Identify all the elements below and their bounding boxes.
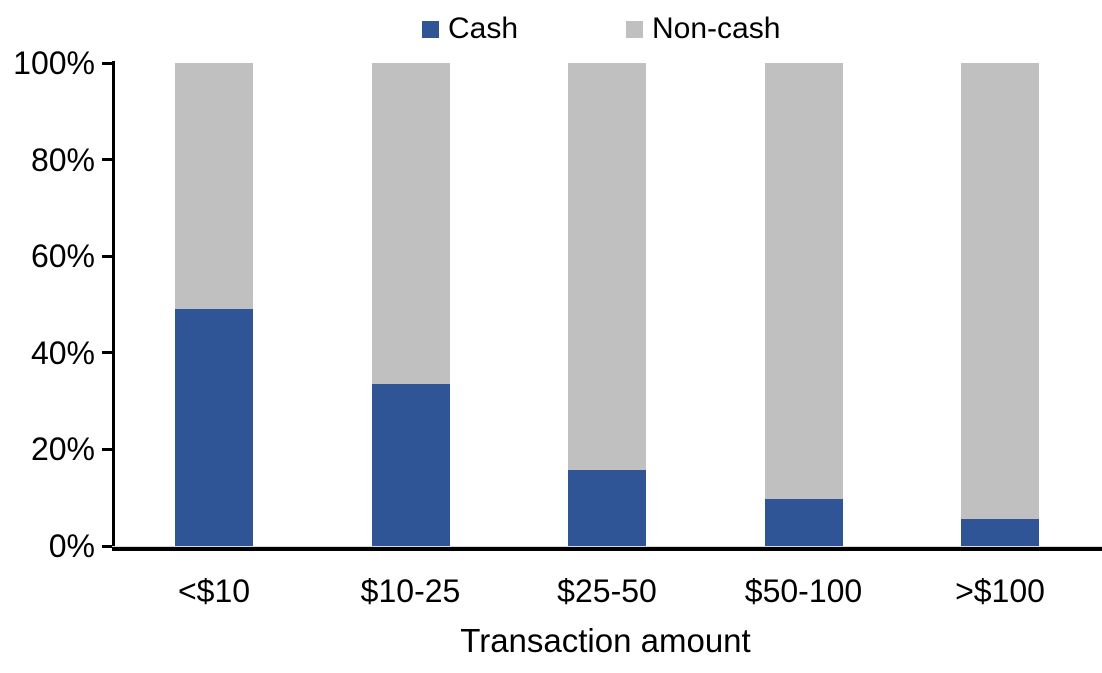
- legend-item-cash: Cash: [422, 12, 518, 46]
- bar-segment-cash: [764, 499, 843, 546]
- bar-segment-cash: [568, 470, 646, 546]
- y-tick-label: 100%: [13, 45, 95, 81]
- y-tick: [102, 158, 113, 162]
- bar: [371, 63, 450, 546]
- bar-segment-non-cash: [764, 63, 843, 500]
- legend-swatch-icon: [626, 20, 643, 38]
- bar-segment-non-cash: [961, 63, 1039, 519]
- legend-label: Non-cash: [652, 12, 781, 45]
- y-tick-label: 20%: [30, 431, 95, 468]
- x-axis-title: Transaction amount: [460, 622, 751, 659]
- bar-segment-non-cash: [175, 63, 253, 310]
- y-tick-label: 40%: [30, 334, 95, 371]
- y-tick-label: 60%: [30, 238, 95, 275]
- y-tick: [102, 447, 113, 451]
- x-tick-label: $50-100: [744, 573, 863, 609]
- bar-segment-cash: [371, 384, 450, 546]
- x-tick-label: $10-25: [360, 573, 461, 609]
- legend-label: Cash: [448, 12, 519, 45]
- bar-segment-non-cash: [568, 63, 646, 471]
- bar: [175, 63, 253, 546]
- y-tick: [102, 351, 113, 355]
- bar-segment-cash: [175, 309, 253, 546]
- y-tick-label: 80%: [30, 141, 95, 178]
- y-axis-line: [112, 61, 115, 550]
- bar: [961, 63, 1039, 546]
- x-axis-line: [112, 546, 1102, 551]
- x-tick-label: $25-50: [557, 573, 657, 609]
- x-tick-label: <$10: [177, 573, 251, 609]
- y-tick-label: 0%: [48, 528, 95, 564]
- legend-item-non-cash: Non-cash: [626, 12, 780, 46]
- bar: [568, 63, 646, 546]
- bar-segment-non-cash: [371, 63, 450, 385]
- x-tick-label: >$100: [955, 573, 1045, 609]
- bar: [764, 63, 843, 546]
- y-tick: [102, 254, 113, 258]
- bar-segment-cash: [961, 518, 1039, 546]
- y-tick: [102, 544, 113, 548]
- legend-swatch-icon: [422, 20, 439, 38]
- y-tick: [102, 61, 113, 65]
